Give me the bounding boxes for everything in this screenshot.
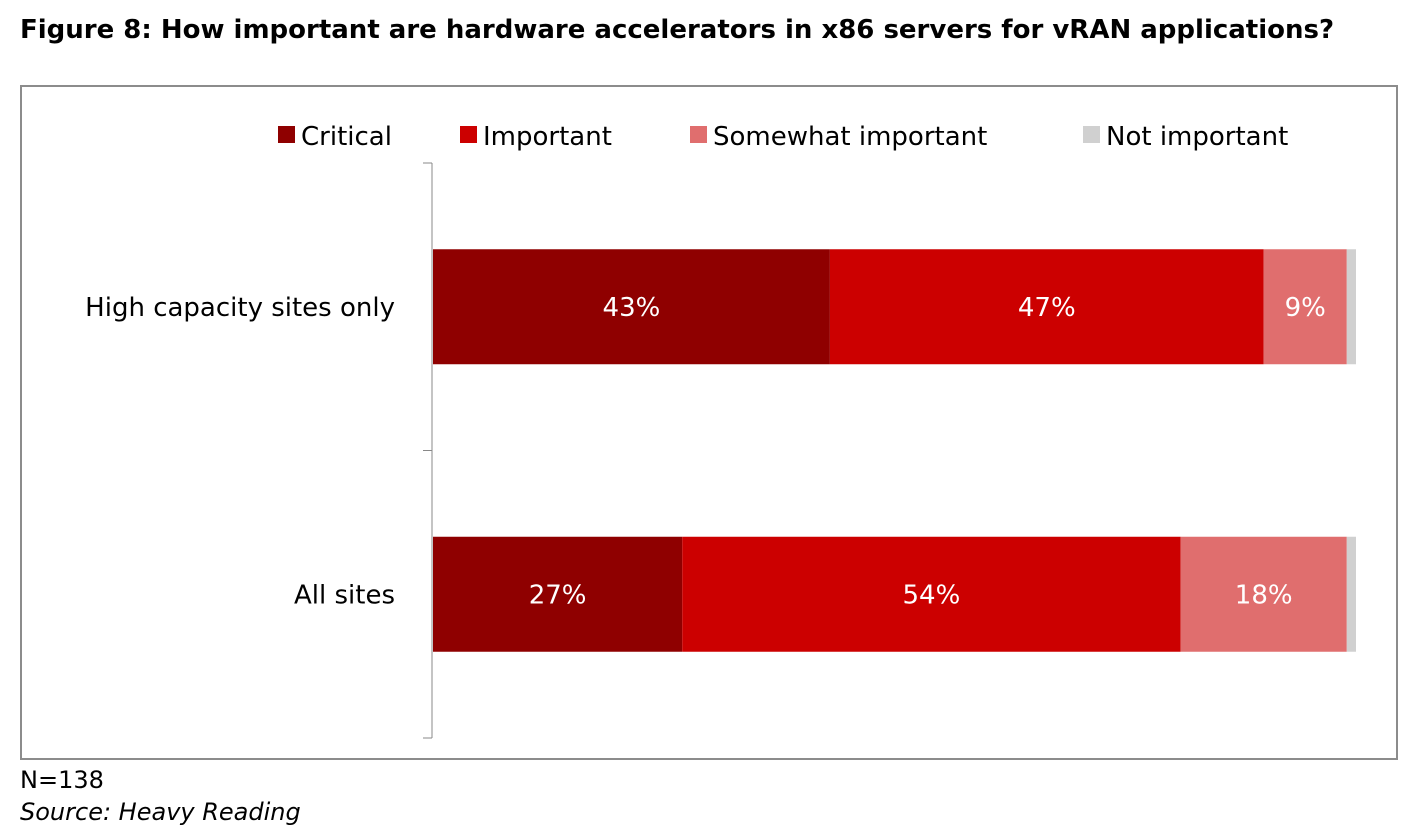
- bar-segment-not-important: [1346, 249, 1356, 365]
- data-label: 9%: [1285, 293, 1326, 323]
- legend-label: Important: [483, 122, 612, 152]
- bar-segment-critical: [433, 536, 683, 652]
- legend-swatch-critical: [278, 126, 295, 143]
- legend-label: Not important: [1106, 122, 1288, 152]
- category-label: High capacity sites only: [85, 293, 395, 323]
- chart-frame: [20, 85, 1398, 760]
- legend-swatch-important: [460, 126, 477, 143]
- bar-segment-somewhat-important: [1180, 536, 1347, 652]
- data-label: 47%: [1018, 293, 1076, 323]
- source-note: Source: Heavy Reading: [20, 798, 301, 826]
- bar-segment-important: [829, 249, 1264, 365]
- legend-swatch-not-important: [1083, 126, 1100, 143]
- data-label: 54%: [903, 580, 961, 610]
- bar-segment-important: [682, 536, 1181, 652]
- figure-title: Figure 8: How important are hardware acc…: [20, 15, 1335, 45]
- bar-segment-critical: [433, 249, 830, 365]
- category-label: All sites: [294, 580, 395, 610]
- legend-label: Critical: [301, 122, 392, 152]
- bar-segment-not-important: [1346, 536, 1356, 652]
- data-label: 18%: [1235, 580, 1293, 610]
- bar-segment-somewhat-important: [1263, 249, 1347, 365]
- legend-swatch-somewhat-important: [690, 126, 707, 143]
- legend-label: Somewhat important: [713, 122, 987, 152]
- sample-size-note: N=138: [20, 766, 104, 794]
- data-label: 27%: [529, 580, 587, 610]
- data-label: 43%: [603, 293, 661, 323]
